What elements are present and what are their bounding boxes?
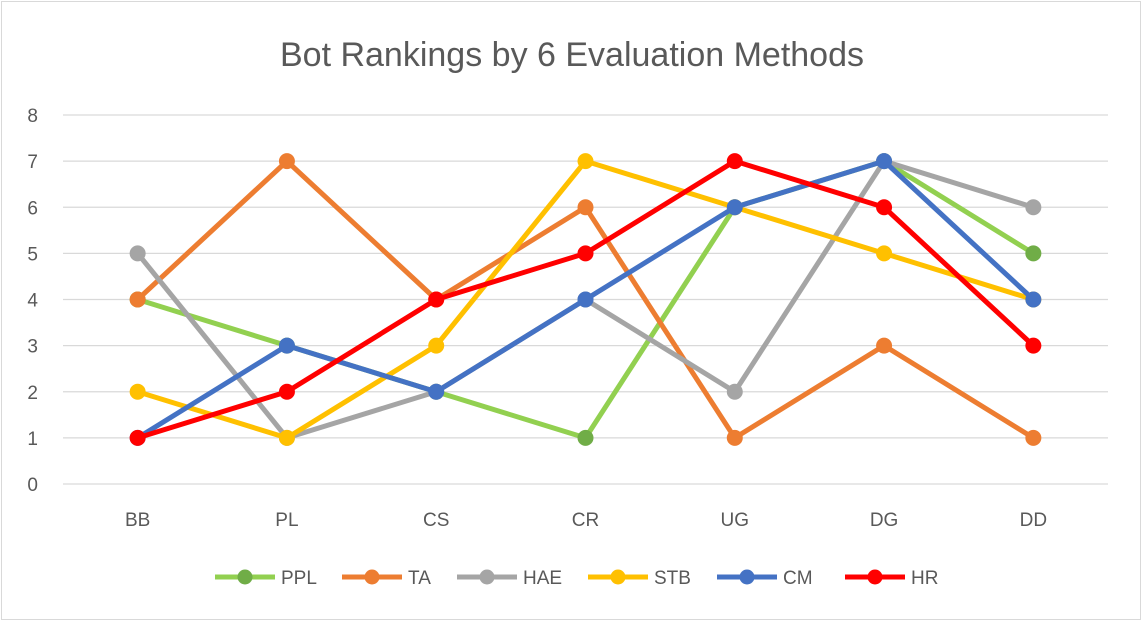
- data-point-cm-dd: [1025, 291, 1042, 308]
- data-point-ta-bb: [129, 291, 146, 308]
- y-tick-label: 0: [27, 475, 38, 496]
- data-point-hr-dd: [1025, 337, 1042, 354]
- legend-swatch-marker: [237, 569, 253, 585]
- y-tick-label: 8: [27, 106, 38, 127]
- legend-item-ppl: PPL: [215, 568, 317, 589]
- legend-swatch-marker: [479, 569, 495, 585]
- data-point-ppl-dd: [1025, 245, 1042, 262]
- data-point-hae-bb: [129, 245, 146, 262]
- legend-label: TA: [408, 568, 431, 589]
- legend-label: PPL: [281, 568, 317, 589]
- x-tick-label: BB: [125, 510, 150, 531]
- data-point-cm-pl: [278, 337, 295, 354]
- y-tick-label: 5: [27, 244, 38, 265]
- data-point-ppl-cr: [577, 429, 594, 446]
- y-tick-label: 2: [27, 383, 38, 404]
- x-tick-label: PL: [275, 510, 298, 531]
- legend-swatch-marker: [364, 569, 380, 585]
- data-point-ta-cr: [577, 199, 594, 216]
- data-point-ta-pl: [278, 153, 295, 170]
- data-point-ta-ug: [726, 429, 743, 446]
- legend-item-stb: STB: [588, 568, 691, 589]
- series-lines: [129, 153, 1042, 446]
- legend-swatch-marker: [867, 569, 883, 585]
- chart-title: Bot Rankings by 6 Evaluation Methods: [280, 36, 864, 74]
- x-axis-tick-labels: BB PL CS CR UG DG DD: [125, 510, 1047, 531]
- legend-label: CM: [783, 568, 813, 589]
- data-point-stb-cs: [428, 337, 445, 354]
- legend-label: STB: [654, 568, 691, 589]
- legend-item-hae: HAE: [457, 568, 562, 589]
- data-point-ta-dg: [876, 337, 893, 354]
- x-tick-label: DG: [870, 510, 899, 531]
- data-point-stb-dg: [876, 245, 893, 262]
- data-point-stb-bb: [129, 383, 146, 400]
- data-point-hr-bb: [129, 429, 146, 446]
- x-tick-label: CS: [423, 510, 449, 531]
- legend-item-hr: HR: [845, 568, 938, 589]
- legend-label: HAE: [523, 568, 562, 589]
- legend-label: HR: [911, 568, 938, 589]
- y-tick-label: 1: [27, 429, 38, 450]
- data-point-hr-cs: [428, 291, 445, 308]
- data-point-stb-cr: [577, 153, 594, 170]
- data-point-cm-dg: [876, 153, 893, 170]
- y-tick-label: 6: [27, 198, 38, 219]
- legend-item-cm: CM: [717, 568, 813, 589]
- legend: PPL TA HAE STB CM HR: [215, 568, 938, 589]
- data-point-stb-pl: [278, 429, 295, 446]
- y-tick-label: 4: [27, 291, 38, 312]
- data-point-hr-dg: [876, 199, 893, 216]
- data-point-cm-ug: [726, 199, 743, 216]
- y-tick-label: 3: [27, 337, 38, 358]
- data-point-hae-ug: [726, 383, 743, 400]
- data-point-hr-cr: [577, 245, 594, 262]
- x-tick-label: UG: [721, 510, 750, 531]
- data-point-cm-cr: [577, 291, 594, 308]
- data-point-cm-cs: [428, 383, 445, 400]
- x-tick-label: DD: [1020, 510, 1047, 531]
- data-point-hr-ug: [726, 153, 743, 170]
- x-tick-label: CR: [572, 510, 599, 531]
- data-point-hae-dd: [1025, 199, 1042, 216]
- data-point-hr-pl: [278, 383, 295, 400]
- data-point-ta-dd: [1025, 429, 1042, 446]
- y-axis-tick-labels: 0 1 2 3 4 5 6 7 8: [27, 106, 38, 496]
- y-tick-label: 7: [27, 152, 38, 173]
- legend-swatch-marker: [739, 569, 755, 585]
- legend-swatch-marker: [610, 569, 626, 585]
- legend-item-ta: TA: [342, 568, 431, 589]
- series-hr: [129, 153, 1042, 446]
